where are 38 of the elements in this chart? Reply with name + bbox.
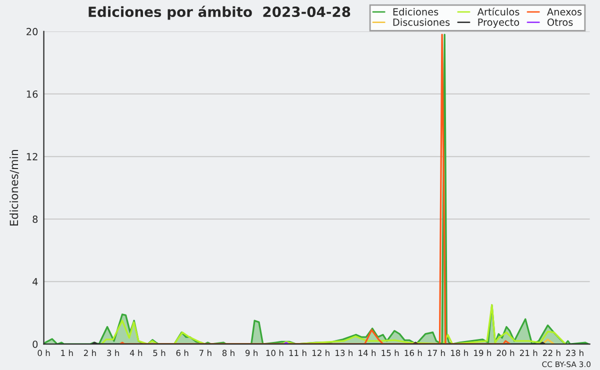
x-tick-label: 18 h: [451, 350, 468, 356]
x-tick-label: 4 h: [130, 350, 142, 356]
y-tick-label: 8: [32, 216, 38, 223]
x-tick-label: 14 h: [358, 350, 376, 356]
x-tick-label: 11 h: [289, 350, 306, 356]
y-tick-label: 16: [26, 90, 38, 98]
x-tick-label: 5 h: [153, 350, 166, 356]
x-tick-label: 23 h: [566, 350, 584, 356]
x-tick-label: 12 h: [312, 350, 330, 356]
y-axis-title: Ediciones/min: [10, 150, 20, 226]
x-tick-label: 0 h: [38, 350, 50, 356]
y-tick-label: 0: [32, 340, 38, 348]
x-tick-label: 2 h: [84, 350, 96, 356]
x-tick-label: 15 h: [382, 350, 399, 356]
legend-label: Otros: [547, 18, 573, 26]
x-tick-label: 21 h: [520, 350, 538, 356]
x-tick-label: 9 h: [245, 350, 258, 356]
legend-label: Ediciones: [393, 8, 438, 16]
x-tick-label: 7 h: [199, 350, 212, 356]
x-tick-label: 16 h: [404, 350, 422, 356]
x-tick-label: 20 h: [496, 350, 514, 356]
y-tick-label: 20: [26, 28, 38, 36]
y-tick-label: 12: [26, 152, 38, 160]
x-tick-label: 1 h: [61, 350, 73, 356]
legend-label: Artículos: [477, 8, 520, 16]
chart-title: Ediciones por ámbito 2023-04-28: [88, 6, 350, 20]
y-tick-label: 4: [32, 278, 38, 286]
x-tick-label: 13 h: [336, 350, 352, 356]
x-tick-label: 3 h: [107, 350, 119, 356]
x-tick-label: 22 h: [543, 350, 560, 356]
x-tick-label: 19 h: [474, 350, 492, 356]
legend-label: Discusiones: [393, 18, 450, 26]
legend-label: Anexos: [547, 8, 582, 16]
x-tick-label: 17 h: [428, 350, 445, 356]
x-tick-label: 6 h: [176, 350, 188, 356]
x-tick-label: 8 h: [222, 350, 234, 356]
x-tick-label: 10 h: [266, 350, 284, 356]
legend-label: Proyecto: [478, 18, 520, 28]
